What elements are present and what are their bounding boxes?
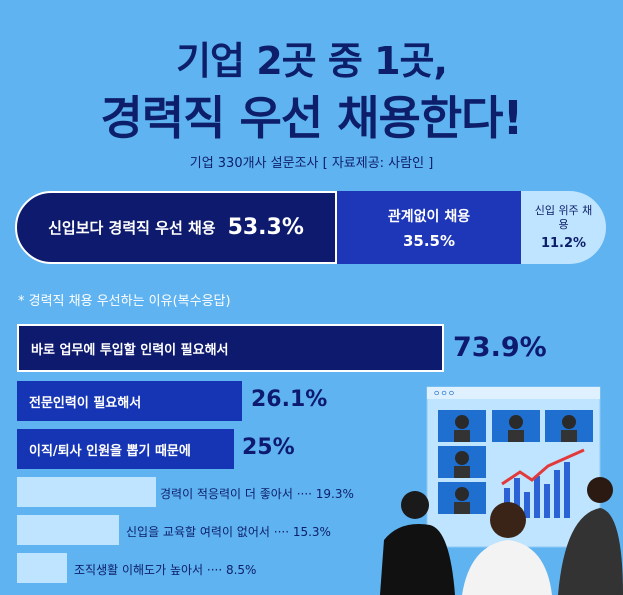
reason-label-6: 조직생활 이해도가 높아서 ···· 8.5%	[74, 563, 257, 577]
summary-segment-newcomer: 신입 위주 채용 11.2%	[521, 191, 606, 264]
reason-label-5: 신입을 교육할 여력이 없어서 ···· 15.3%	[126, 525, 331, 539]
reason-label-4: 경력이 적응력이 더 좋아서 ···· 19.3%	[160, 487, 354, 501]
reason-bar-2: 전문인력이 필요해서	[17, 381, 242, 421]
reason-value-1: 73.9%	[453, 332, 547, 363]
reason-label: 전문인력이 필요해서	[29, 395, 142, 411]
svg-text:ㅇㅇㅇ: ㅇㅇㅇ	[433, 389, 455, 398]
video-participant-icon	[438, 410, 486, 442]
title-line2: 경력직 우선 채용한다!	[100, 91, 524, 145]
reason-value-2: 26.1%	[251, 387, 328, 412]
reason-value-3: 25%	[242, 435, 295, 460]
summary-label: 신입보다 경력직 우선 채용	[48, 219, 216, 237]
summary-value: 35.5%	[402, 231, 456, 250]
person-right-icon	[558, 477, 623, 595]
summary-segment-any: 관계없이 채용 35.5%	[337, 191, 521, 264]
video-participant-icon	[438, 446, 486, 478]
reasons-note: * 경력직 채용 우선하는 이유(복수응답)	[18, 294, 231, 309]
summary-label: 신입 위주 채용	[534, 204, 593, 231]
reason-label: 이직/퇴사 인원을 뽑기 때문에	[29, 443, 191, 459]
video-participant-icon	[545, 410, 593, 442]
reason-bar-1: 바로 업무에 투입할 인력이 필요해서	[17, 324, 444, 372]
subtitle: 기업 330개사 설문조사 [ 자료제공: 사람인 ]	[189, 156, 434, 171]
reason-label: 바로 업무에 투입할 인력이 필요해서	[31, 342, 229, 358]
video-participant-icon	[438, 482, 486, 514]
reason-bar-4	[17, 477, 156, 507]
video-participant-icon	[492, 410, 540, 442]
summary-value: 53.3%	[227, 215, 304, 240]
summary-segment-experienced: 신입보다 경력직 우선 채용 53.3%	[15, 191, 337, 264]
person-center-icon	[462, 502, 552, 595]
summary-value: 11.2%	[540, 236, 587, 251]
title-line1: 기업 2곳 중 1곳,	[176, 39, 448, 83]
reason-bar-3: 이직/퇴사 인원을 뽑기 때문에	[17, 429, 234, 469]
meeting-illustration: ㅇㅇㅇ	[380, 386, 623, 595]
reason-bar-5	[17, 515, 119, 545]
summary-label: 관계없이 채용	[387, 208, 471, 225]
reason-bar-6	[17, 553, 67, 583]
person-left-icon	[380, 491, 455, 595]
